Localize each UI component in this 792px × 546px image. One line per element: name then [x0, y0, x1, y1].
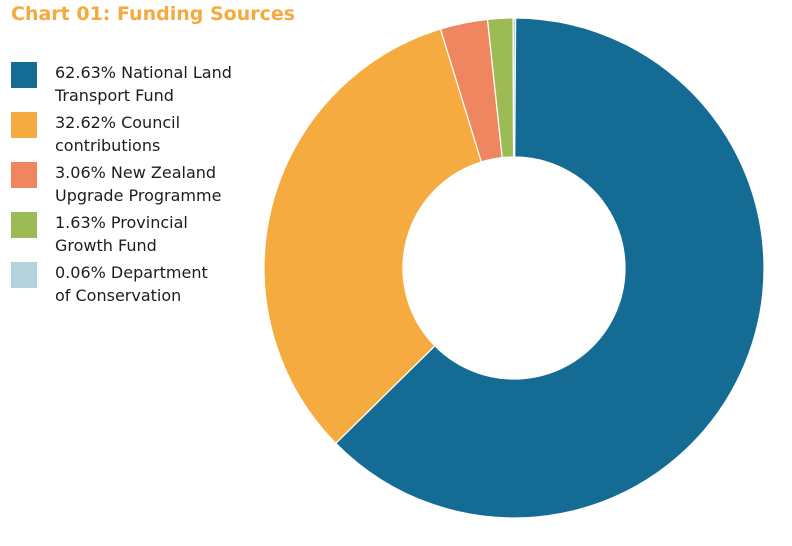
legend-label-line: 1.63% Provincial [55, 213, 188, 232]
legend-swatch [11, 262, 37, 288]
chart-title: Chart 01: Funding Sources [11, 3, 296, 25]
legend-item-department-of-conservation: 0.06% Department of Conservation [11, 261, 261, 311]
legend-swatch [11, 112, 37, 138]
legend-label-line: Growth Fund [55, 236, 157, 255]
legend-label: 0.06% Department of Conservation [55, 261, 265, 307]
legend-label-line: Transport Fund [55, 86, 174, 105]
legend-swatch [11, 62, 37, 88]
legend-item-council-contributions: 32.62% Council contributions [11, 111, 261, 161]
legend-label-line: 62.63% National Land [55, 63, 232, 82]
legend-item-provincial-growth-fund: 1.63% Provincial Growth Fund [11, 211, 261, 261]
legend: 62.63% National Land Transport Fund 32.6… [11, 61, 261, 311]
legend-label: 1.63% Provincial Growth Fund [55, 211, 265, 257]
legend-label-line: of Conservation [55, 286, 182, 305]
donut-slice [334, 17, 765, 519]
legend-swatch [11, 162, 37, 188]
legend-item-nz-upgrade-programme: 3.06% New Zealand Upgrade Programme [11, 161, 261, 211]
legend-item-national-land-transport-fund: 62.63% National Land Transport Fund [11, 61, 261, 111]
legend-label: 3.06% New Zealand Upgrade Programme [55, 161, 265, 207]
legend-label-line: contributions [55, 136, 161, 155]
donut-slice [512, 17, 517, 158]
donut-slice [263, 28, 483, 445]
legend-label-line: 3.06% New Zealand [55, 163, 217, 182]
legend-swatch [11, 212, 37, 238]
legend-label: 32.62% Council contributions [55, 111, 265, 157]
legend-label-line: 32.62% Council [55, 113, 181, 132]
legend-label: 62.63% National Land Transport Fund [55, 61, 265, 107]
legend-label-line: Upgrade Programme [55, 186, 222, 205]
legend-label-line: 0.06% Department [55, 263, 208, 282]
